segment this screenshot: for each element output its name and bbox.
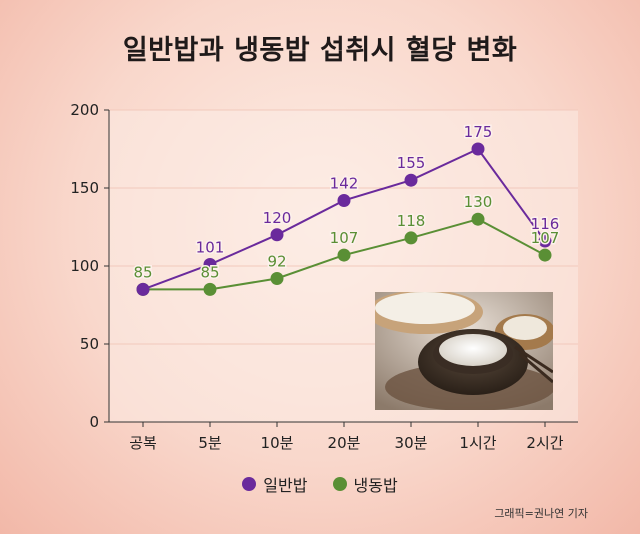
legend-item-general-rice: 일반밥 [242, 472, 307, 496]
data-point-frozen-rice [337, 248, 351, 262]
data-point-frozen-rice [404, 231, 418, 245]
data-label-frozen-rice: 92 [267, 252, 286, 270]
legend-item-frozen-rice: 냉동밥 [332, 472, 398, 496]
y-tick-label: 100 [70, 257, 99, 275]
data-point-frozen-rice [471, 212, 485, 226]
legend-marker-general-rice [242, 477, 257, 491]
data-label-frozen-rice: 118 [397, 212, 426, 230]
rice-bowl-photo [375, 292, 553, 410]
data-point-frozen-rice [270, 271, 284, 285]
data-label-frozen-rice: 130 [464, 193, 493, 211]
data-point-general-rice [136, 282, 150, 296]
data-point-general-rice [404, 173, 418, 187]
legend-marker-frozen-rice [332, 477, 347, 491]
y-tick-label: 50 [80, 335, 99, 353]
data-point-general-rice [337, 193, 351, 207]
data-label-general-rice: 155 [397, 154, 426, 172]
y-tick-label: 0 [89, 413, 99, 431]
x-tick-label: 20분 [328, 434, 361, 452]
data-point-general-rice [270, 228, 284, 242]
y-tick-label: 150 [70, 179, 99, 197]
data-point-frozen-rice [538, 248, 552, 262]
chart-legend: 일반밥 냉동밥 [0, 472, 640, 496]
data-label-frozen-rice: 85 [133, 263, 152, 281]
data-point-frozen-rice [203, 282, 217, 296]
x-tick-label: 1시간 [459, 434, 496, 452]
data-label-general-rice: 175 [464, 123, 493, 141]
x-tick-label: 10분 [261, 434, 294, 452]
data-point-general-rice [203, 257, 217, 271]
legend-label-general-rice: 일반밥 [263, 476, 308, 495]
data-label-general-rice: 116 [531, 215, 560, 233]
graphic-credit: 그래픽=권나연 기자 [494, 507, 588, 520]
data-label-frozen-rice: 107 [531, 229, 560, 247]
legend-label-frozen-rice: 냉동밥 [353, 476, 398, 495]
chart-title: 일반밥과 냉동밥 섭취시 혈당 변화 [122, 35, 518, 66]
data-label-general-rice: 120 [263, 209, 292, 227]
data-label-general-rice: 101 [196, 238, 225, 256]
x-tick-label: 공복 [129, 434, 157, 452]
data-label-frozen-rice: 107 [330, 229, 359, 247]
data-label-frozen-rice: 85 [200, 263, 219, 281]
x-tick-label: 5분 [198, 434, 222, 452]
x-tick-label: 2시간 [526, 434, 563, 452]
y-tick-label: 200 [70, 101, 99, 119]
data-label-general-rice: 142 [330, 174, 359, 192]
x-tick-label: 30분 [395, 434, 428, 452]
data-point-general-rice [538, 234, 552, 248]
data-point-general-rice [471, 142, 485, 156]
